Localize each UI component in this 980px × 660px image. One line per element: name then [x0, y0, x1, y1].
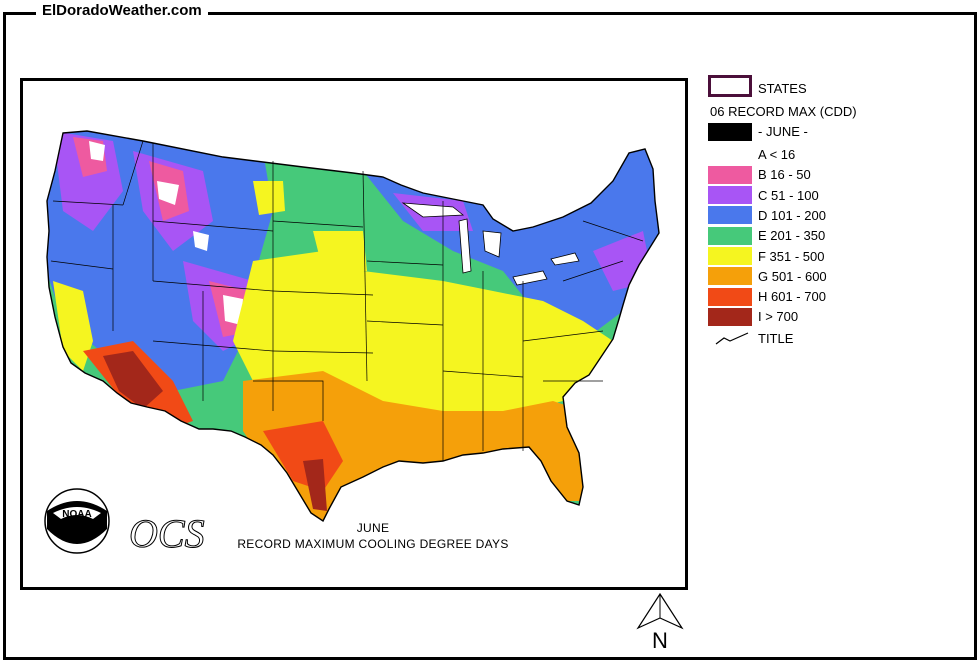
- state-borders: [50, 140, 644, 461]
- legend-item-label: F 351 - 500: [758, 248, 825, 264]
- legend-item: [708, 247, 752, 266]
- legend-item: [708, 307, 752, 326]
- legend-item: [708, 165, 752, 184]
- legend-item-label: H 601 - 700: [758, 289, 826, 305]
- compass-icon: N: [636, 592, 684, 653]
- us-cdd-map: NOAA OCS: [44, 130, 660, 557]
- north-label: N: [652, 628, 668, 653]
- legend-swatch: [708, 307, 752, 326]
- legend-swatch: [708, 287, 752, 306]
- legend-swatch: [708, 247, 752, 265]
- legend-swatch: [708, 226, 752, 245]
- legend-item-label: B 16 - 50: [758, 167, 811, 183]
- legend-item: [708, 267, 752, 286]
- great-lakes: [401, 202, 580, 286]
- site-label[interactable]: ElDoradoWeather.com: [36, 2, 208, 19]
- legend-states-label: STATES: [758, 81, 807, 96]
- legend-item-label: A < 16: [758, 147, 796, 162]
- legend-swatch: [708, 165, 752, 184]
- states-swatch: [708, 74, 752, 97]
- noaa-logo-text: NOAA: [62, 509, 91, 520]
- legend-item-label: I > 700: [758, 309, 799, 325]
- legend-item: [708, 186, 752, 205]
- legend-swatch: [708, 145, 752, 164]
- legend-heading: 06 RECORD MAX (CDD): [710, 104, 857, 119]
- map-caption-month: JUNE: [356, 521, 390, 535]
- country-outline: [46, 130, 660, 523]
- legend-swatch: [708, 206, 752, 225]
- month-swatch: [708, 122, 752, 141]
- noaa-logo: NOAA: [44, 488, 110, 554]
- legend-item: [708, 206, 752, 225]
- legend-month-row: [708, 122, 752, 141]
- legend-item: [708, 226, 752, 245]
- map-panel: NOAA OCS JUNE RECORD MAXIMUM COOLING DEG…: [20, 78, 688, 590]
- legend-item-label: G 501 - 600: [758, 268, 827, 284]
- north-arrow: N: [636, 592, 686, 654]
- legend-item: [708, 287, 752, 306]
- map-caption-title: RECORD MAXIMUM COOLING DEGREE DAYS: [237, 537, 509, 551]
- title-line-icon: [715, 332, 749, 345]
- legend-item-label: E 201 - 350: [758, 228, 826, 244]
- legend-item: [708, 145, 752, 164]
- climate-zones: [47, 131, 659, 521]
- legend-swatch: [708, 267, 752, 286]
- legend-title-label: TITLE: [758, 331, 794, 346]
- legend-swatch: [708, 186, 752, 205]
- ocs-logo-text: OCS: [129, 511, 205, 556]
- legend-item-label: D 101 - 200: [758, 207, 826, 223]
- legend-states-row: [708, 74, 752, 97]
- legend-month-label: - JUNE -: [758, 124, 808, 139]
- legend-item-label: C 51 - 100: [758, 187, 819, 203]
